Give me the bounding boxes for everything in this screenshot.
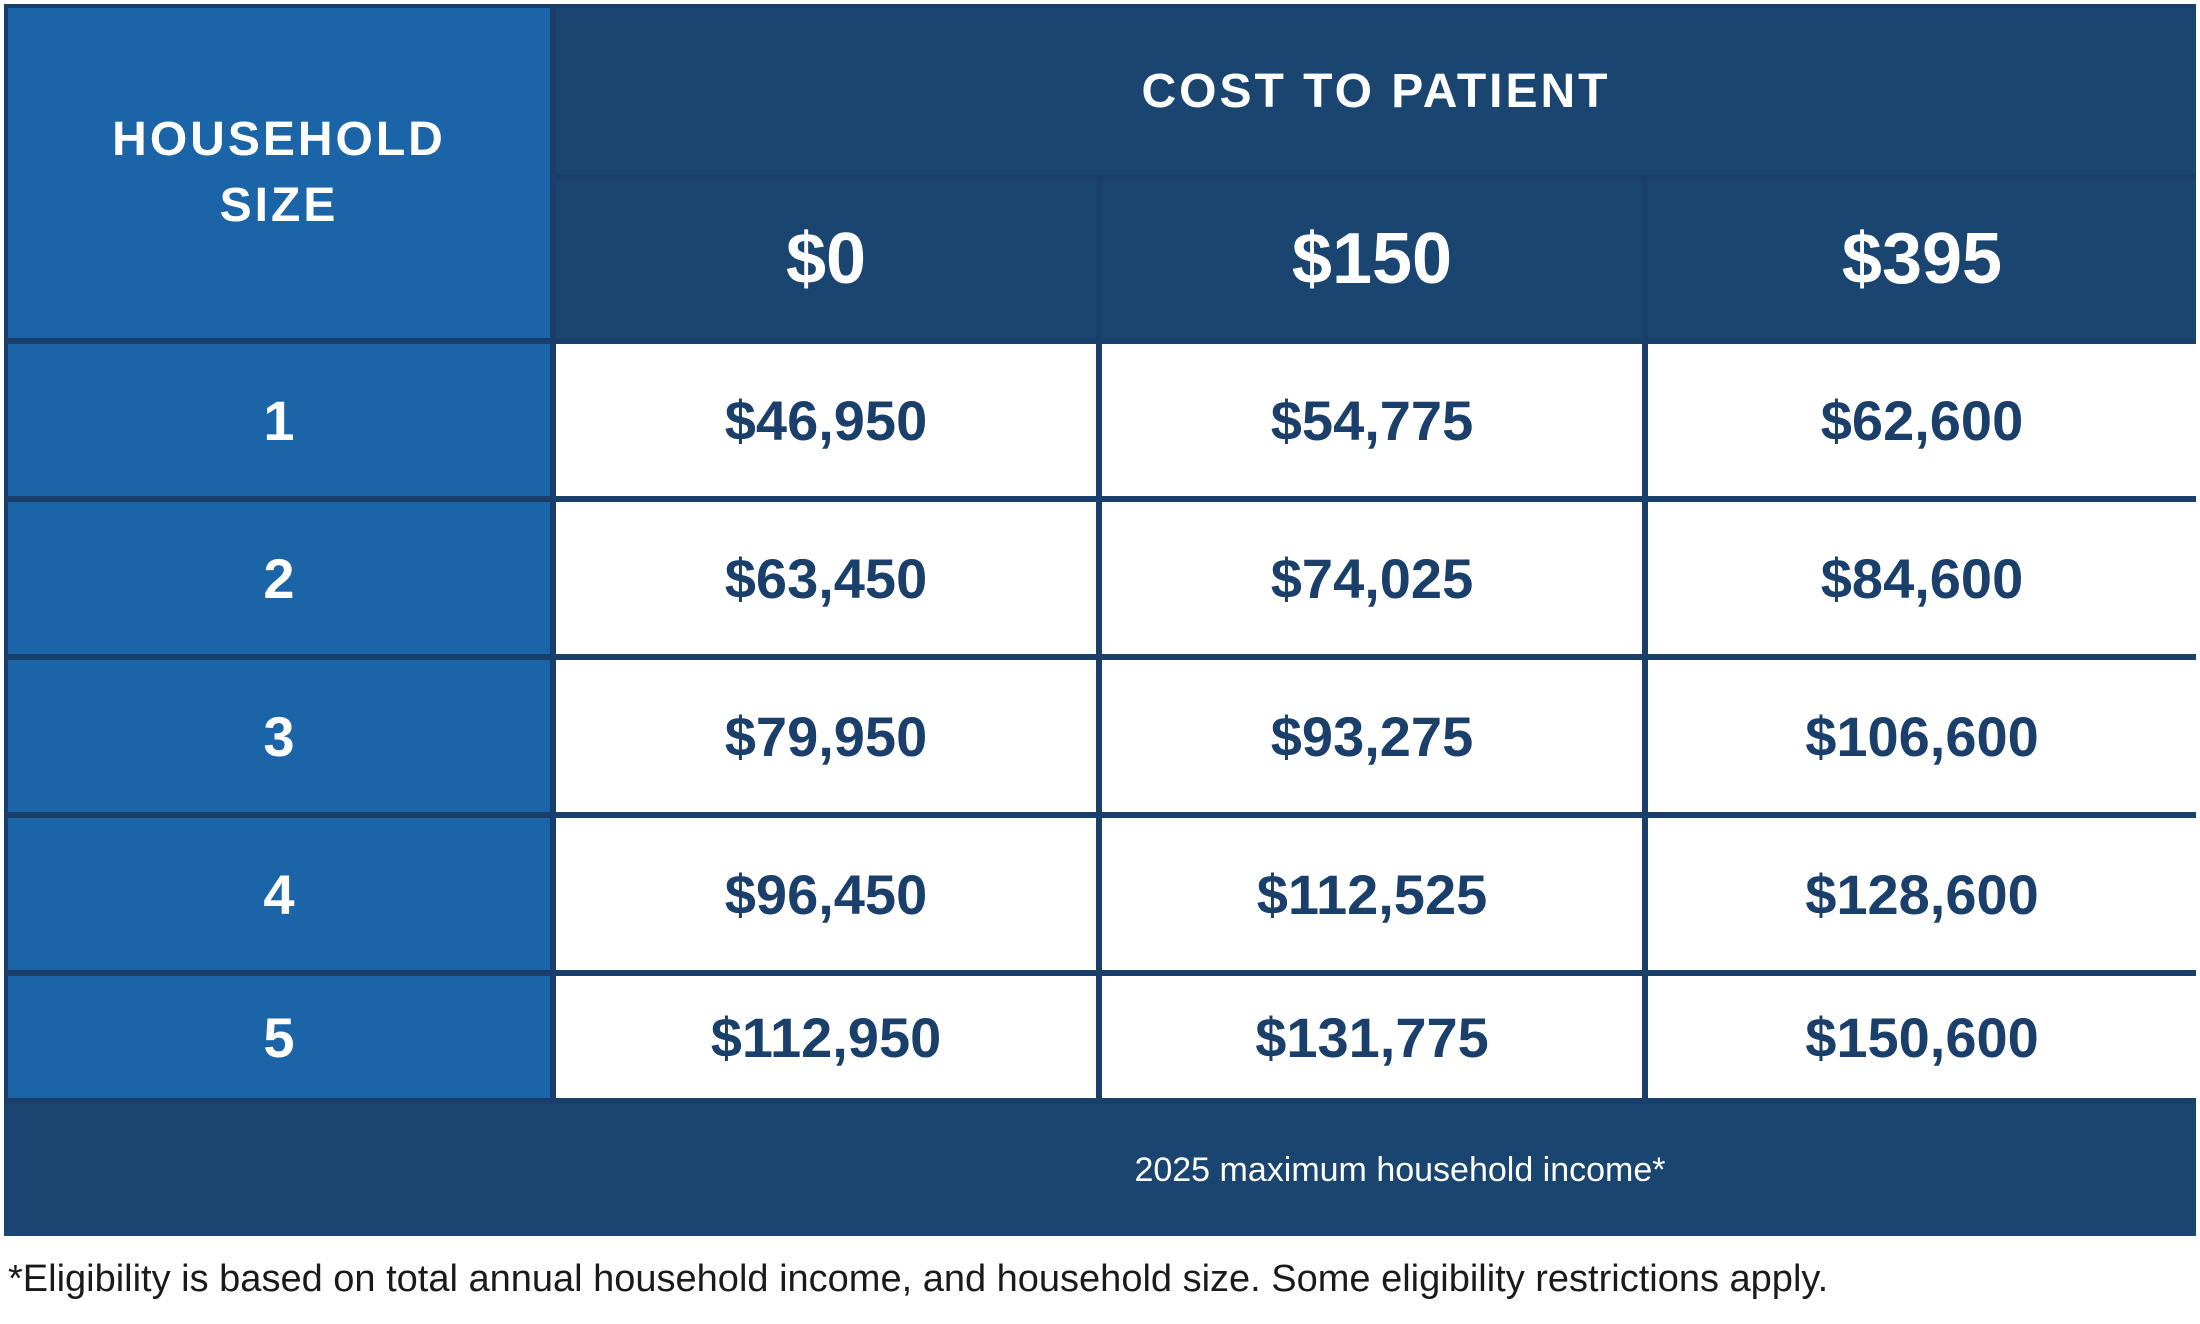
- income-value-cell-text: $74,025: [1270, 546, 1474, 610]
- income-value-cell-text: $150,600: [1805, 1005, 2039, 1069]
- column-header: $150: [1102, 180, 1642, 338]
- income-value-cell: $96,450: [556, 818, 1096, 970]
- column-header: $0: [556, 180, 1096, 338]
- income-value-cell: $74,025: [1102, 502, 1642, 654]
- income-value-cell-text: $84,600: [1820, 546, 2024, 610]
- income-value-cell-text: $79,950: [724, 704, 928, 768]
- column-header-text: $395: [1841, 219, 2003, 299]
- income-value-cell-text: $128,600: [1805, 862, 2039, 926]
- household-size-cell: 4: [8, 818, 550, 970]
- column-header-text: $150: [1291, 219, 1453, 299]
- income-value-cell-text: $63,450: [724, 546, 928, 610]
- household-size-cell-text: 3: [263, 704, 295, 768]
- household-size-cell-text: 5: [263, 1005, 295, 1069]
- income-value-cell: $131,775: [1102, 976, 1642, 1098]
- income-value-cell: $84,600: [1648, 502, 2196, 654]
- income-value-cell-text: $62,600: [1820, 388, 2024, 452]
- income-value-cell-text: $54,775: [1270, 388, 1474, 452]
- column-header: $395: [1648, 180, 2196, 338]
- household-size-cell: 5: [8, 976, 550, 1098]
- household-size-cell-text: 2: [263, 546, 295, 610]
- income-value-cell: $46,950: [556, 344, 1096, 496]
- income-value-cell: $112,525: [1102, 818, 1642, 970]
- income-value-cell-text: $96,450: [724, 862, 928, 926]
- income-value-cell: $62,600: [1648, 344, 2196, 496]
- income-value-cell: $79,950: [556, 660, 1096, 812]
- household-size-header: HOUSEHOLD SIZE: [8, 8, 550, 338]
- income-value-cell-text: $46,950: [724, 388, 928, 452]
- household-size-cell-text: 4: [263, 862, 295, 926]
- table-caption-text: 2025 maximum household income*: [1134, 1150, 1666, 1189]
- income-table: HOUSEHOLD SIZE COST TO PATIENT $0 $150 $39…: [4, 4, 2196, 1236]
- income-value-cell: $93,275: [1102, 660, 1642, 812]
- income-value-cell: $128,600: [1648, 818, 2196, 970]
- cost-to-patient-label: COST TO PATIENT: [1141, 64, 1611, 118]
- eligibility-footnote: *Eligibility is based on total annual ho…: [8, 1258, 1829, 1300]
- income-value-cell-text: $131,775: [1255, 1005, 1489, 1069]
- household-size-cell: 3: [8, 660, 550, 812]
- cost-to-patient-header: COST TO PATIENT: [556, 8, 2196, 174]
- income-value-cell: $106,600: [1648, 660, 2196, 812]
- household-size-cell: 1: [8, 344, 550, 496]
- income-value-cell-text: $112,950: [710, 1005, 942, 1069]
- household-size-cell-text: 1: [263, 388, 295, 452]
- household-size-header-line1: HOUSEHOLD: [112, 113, 446, 166]
- income-value-cell-text: $93,275: [1270, 704, 1474, 768]
- income-value-cell: $112,950: [556, 976, 1096, 1098]
- table-caption: 2025 maximum household income*: [4, 1104, 2196, 1236]
- income-value-cell-text: $112,525: [1256, 862, 1488, 926]
- income-value-cell: $150,600: [1648, 976, 2196, 1098]
- household-size-cell: 2: [8, 502, 550, 654]
- income-value-cell: $54,775: [1102, 344, 1642, 496]
- income-value-cell-text: $106,600: [1805, 704, 2039, 768]
- household-size-header-line2: SIZE: [219, 179, 339, 232]
- income-value-cell: $63,450: [556, 502, 1096, 654]
- column-header-text: $0: [785, 219, 867, 299]
